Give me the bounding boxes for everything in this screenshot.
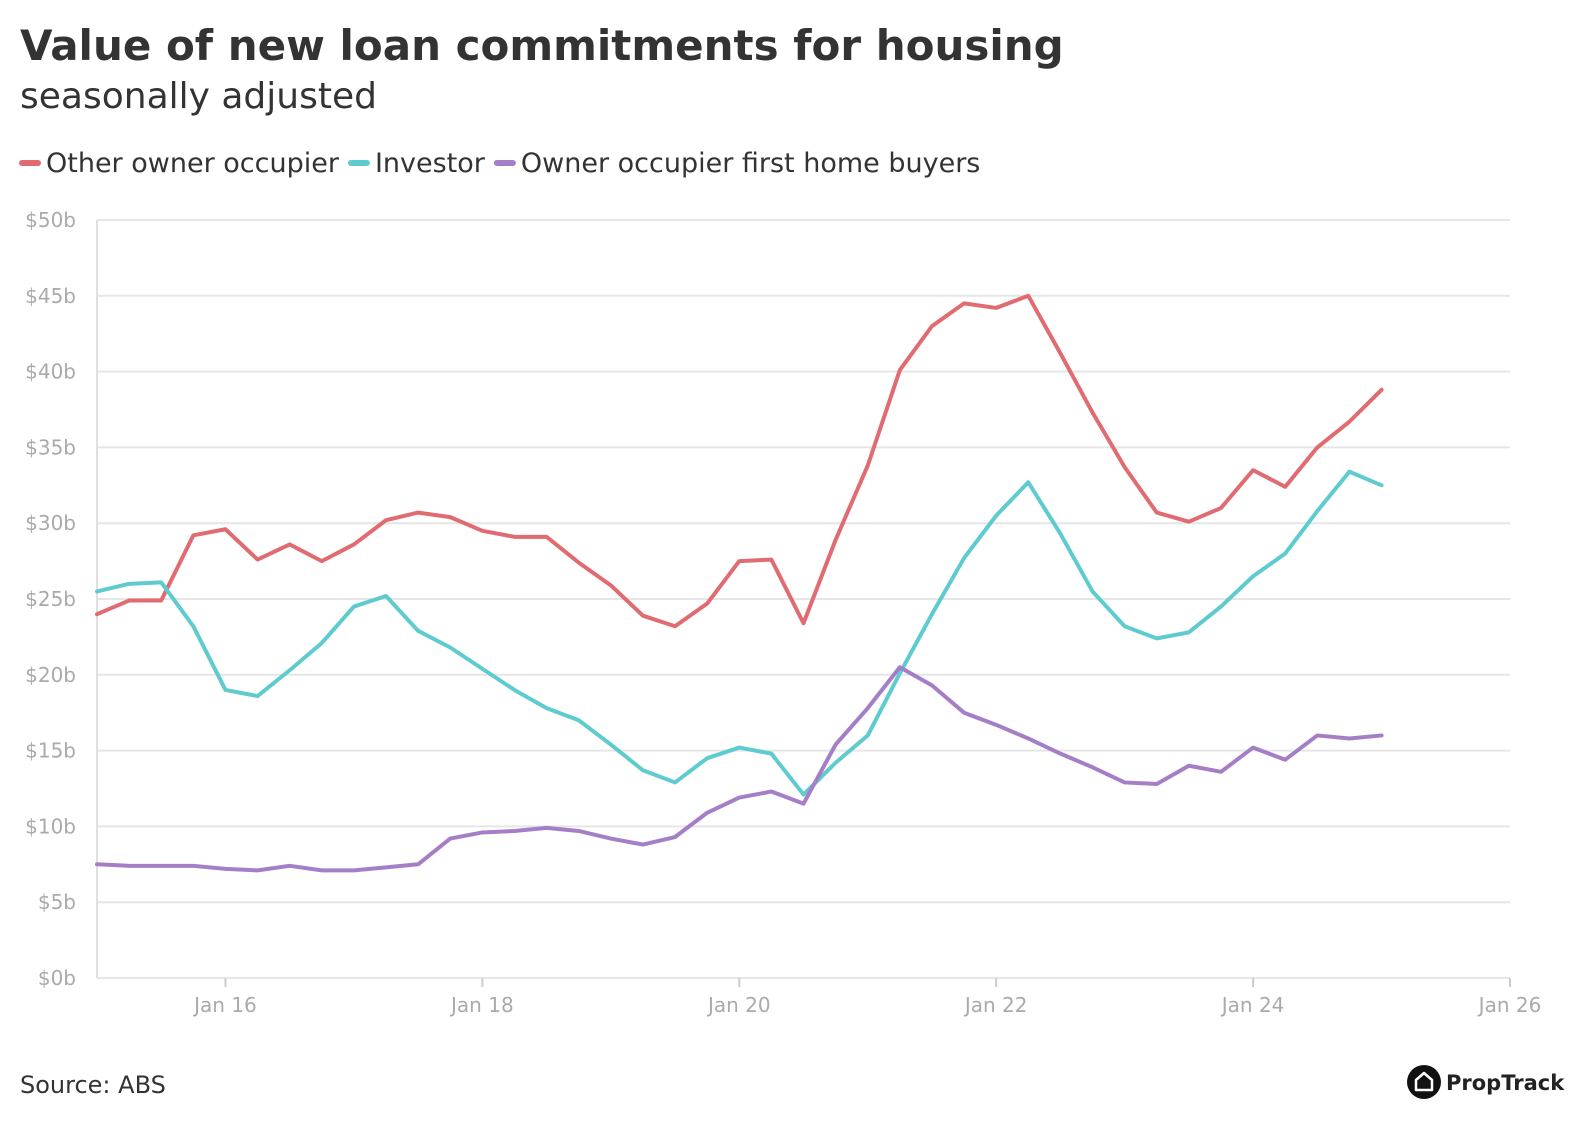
x-tick-label: Jan 20 [706,993,771,1017]
y-tick-label: $30b [25,511,76,535]
legend-label: Investor [375,148,486,179]
y-tick-label: $5b [38,890,76,914]
y-tick-label: $15b [25,739,76,763]
y-tick-label: $0b [38,966,76,990]
legend-label: Other owner occupier [46,148,340,179]
x-tick-label: Jan 22 [963,993,1028,1017]
y-tick-label: $10b [25,814,76,838]
y-tick-label: $20b [25,663,76,687]
x-tick-label: Jan 24 [1220,993,1285,1017]
x-tick-label: Jan 26 [1477,993,1542,1017]
logo-text: PropTrack [1446,1071,1565,1095]
logo-icon [1407,1065,1441,1099]
y-tick-label: $40b [25,360,76,384]
y-tick-label: $45b [25,284,76,308]
x-tick-label: Jan 18 [449,993,514,1017]
series-line [95,665,1384,873]
x-tick-label: Jan 16 [192,993,257,1017]
source: Source: ABS [20,1071,166,1099]
series-line [95,293,1384,629]
series-line [95,469,1384,797]
chart-subtitle: seasonally adjusted [20,76,377,117]
y-tick-label: $50b [25,208,76,232]
legend-label: Owner occupier first home buyers [521,148,980,179]
chart-title: Value of new loan commitments for housin… [20,21,1064,70]
y-tick-label: $35b [25,435,76,459]
y-tick-label: $25b [25,587,76,611]
